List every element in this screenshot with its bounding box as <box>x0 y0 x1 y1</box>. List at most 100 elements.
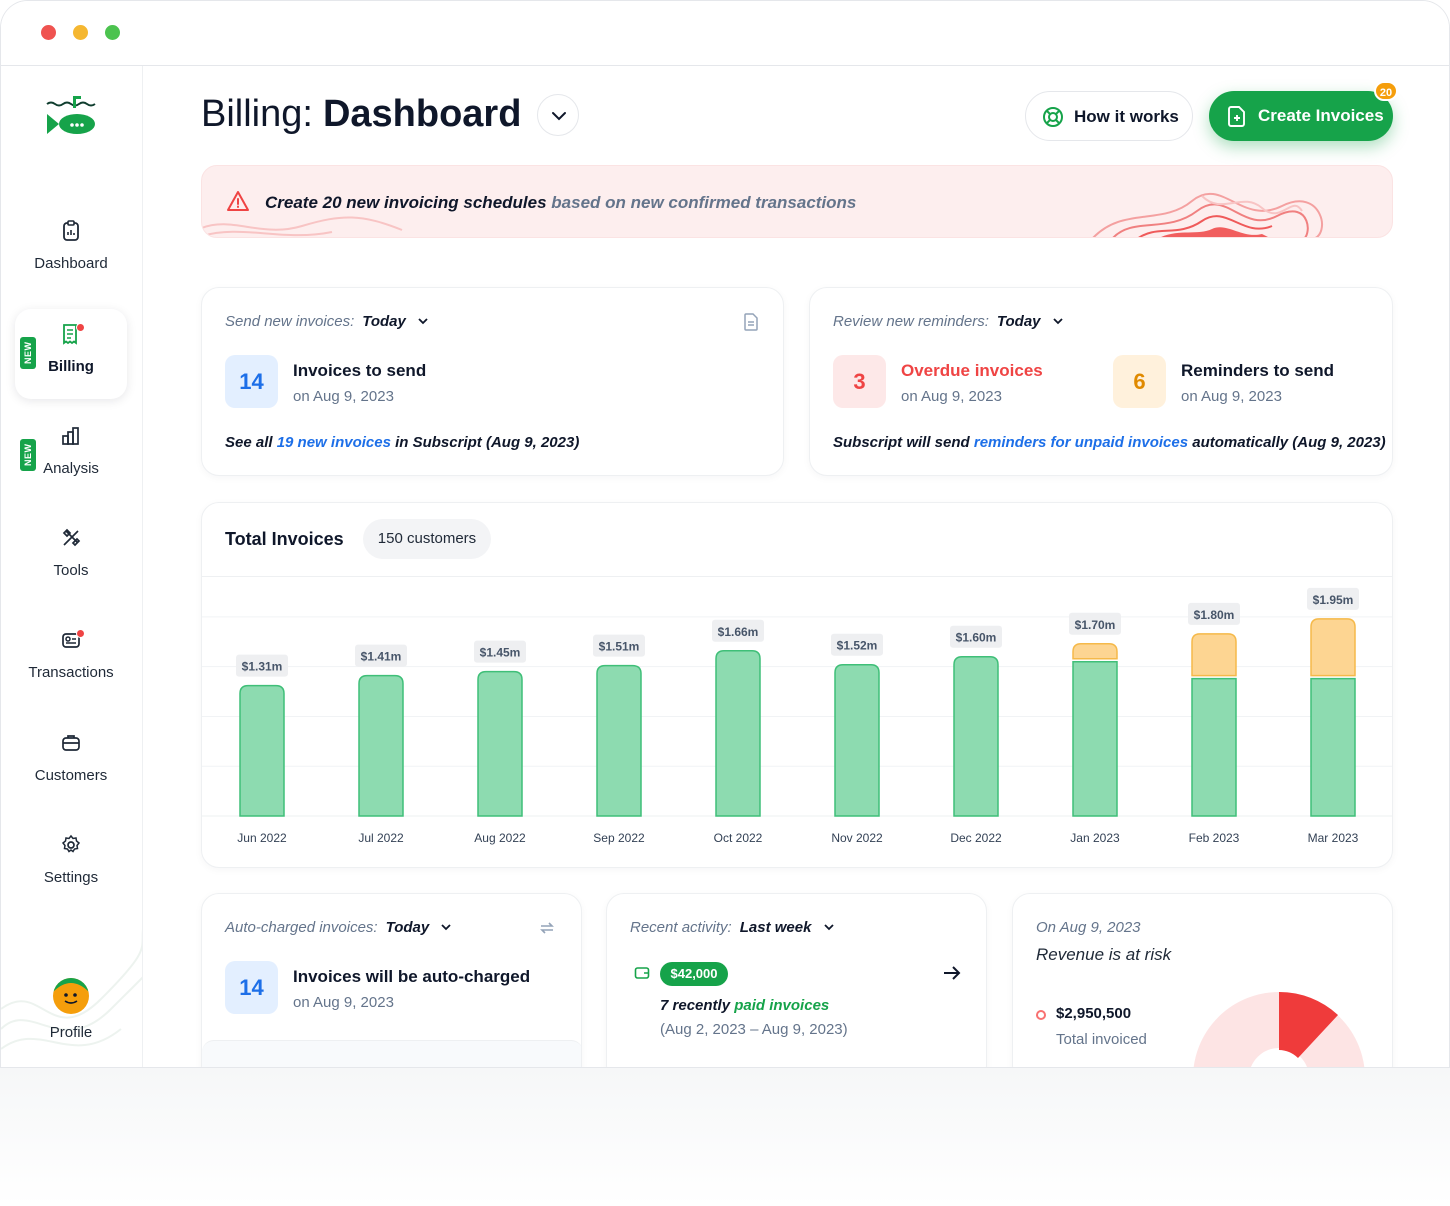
bar-pending <box>1072 643 1118 660</box>
paid-invoices-line: 7 recently paid invoices <box>660 997 829 1014</box>
alert-message: Create 20 new invoicing schedules based … <box>265 193 856 213</box>
chevron-down-icon <box>552 112 566 121</box>
data-label: $1.51m <box>599 640 640 654</box>
app-window: Dashboard NEW Billing NEW Analysis Tools… <box>0 0 1450 1068</box>
sidebar-item-transactions[interactable]: Transactions <box>15 615 127 705</box>
sidebar-item-dashboard[interactable]: Dashboard <box>15 206 127 296</box>
document-icon[interactable] <box>743 313 759 331</box>
create-invoices-label: Create Invoices <box>1258 106 1384 125</box>
sidebar-item-label: Dashboard <box>34 255 108 272</box>
refresh-icon[interactable] <box>538 919 556 937</box>
x-tick-label: Oct 2022 <box>714 831 763 845</box>
x-tick-label: Feb 2023 <box>1189 831 1240 845</box>
alert-banner[interactable]: Create 20 new invoicing schedules based … <box>201 165 1393 238</box>
reminders-date: on Aug 9, 2023 <box>1181 388 1282 405</box>
sidebar-item-tools[interactable]: Tools <box>15 513 127 603</box>
footer-text: in Subscript (Aug 9, 2023) <box>390 434 580 451</box>
filter-label: Recent activity: <box>630 919 732 936</box>
avatar-face-icon <box>53 978 89 1004</box>
data-label-bg <box>712 619 764 642</box>
unpaid-reminders-link[interactable]: reminders for unpaid invoices <box>973 434 1189 451</box>
x-tick-label: Mar 2023 <box>1308 831 1359 845</box>
arrow-right-icon[interactable] <box>942 964 962 982</box>
bar-paid <box>1072 660 1118 817</box>
overdue-count: 3 <box>833 355 886 408</box>
submarine-logo-icon[interactable] <box>41 94 101 139</box>
reminders-count: 6 <box>1113 355 1166 408</box>
data-label: $1.70m <box>1075 618 1116 632</box>
total-invoices-bar-chart: $1.31m Jun 2022 $1.41m Jul 2022 $1.45m Aug 20… <box>202 587 1392 845</box>
alert-message-rest: based on new confirmed transactions <box>546 193 857 212</box>
risk-date: On Aug 9, 2023 <box>1036 919 1141 936</box>
revenue-risk-card: On Aug 9, 2023 Revenue is at risk $2,950… <box>1012 893 1393 1067</box>
total-invoiced-amount: $2,950,500 <box>1056 1005 1132 1022</box>
close-window-button[interactable] <box>41 25 56 40</box>
footer-text: See all <box>225 434 277 451</box>
avatar[interactable] <box>53 978 89 1014</box>
window-titlebar <box>1 1 1449 66</box>
page-bottom-fade <box>0 1068 1450 1206</box>
create-invoices-button[interactable]: Create Invoices <box>1209 91 1393 141</box>
new-invoices-link[interactable]: 19 new invoices <box>276 434 391 451</box>
sidebar-item-profile[interactable]: Profile <box>49 1024 93 1041</box>
how-it-works-button[interactable]: How it works <box>1025 91 1193 141</box>
data-label-bg <box>950 625 1002 648</box>
x-tick-label: Dec 2022 <box>950 831 1002 845</box>
sidebar-item-customers[interactable]: Customers <box>15 718 127 808</box>
gear-icon <box>61 834 81 853</box>
lifebuoy-icon <box>1043 107 1063 127</box>
sidebar-item-analysis[interactable]: NEW Analysis <box>15 411 127 501</box>
data-label: $1.31m <box>242 660 283 674</box>
minimize-window-button[interactable] <box>73 25 88 40</box>
bar-paid <box>834 663 880 817</box>
bar-chart-icon <box>62 427 79 445</box>
total-invoices-card: Total Invoices 150 customers $1.31m Jun 2… <box>201 502 1393 868</box>
bar-paid <box>1310 677 1356 817</box>
chevron-down-icon <box>418 318 428 325</box>
send-invoices-card: Send new invoices: Today 14 Invoices to s… <box>201 287 784 476</box>
reminders-filter[interactable]: Review new reminders: Today <box>833 313 1065 330</box>
page-switcher-dropdown[interactable] <box>537 94 579 136</box>
data-label: $1.45m <box>480 646 521 660</box>
send-invoices-footer: See all 19 new invoices in Subscript (Au… <box>225 434 579 451</box>
sidebar-item-label: Analysis <box>43 460 99 477</box>
create-count-badge: 20 <box>1374 81 1398 101</box>
x-tick-label: Nov 2022 <box>831 831 883 845</box>
recent-activity-filter[interactable]: Recent activity: Last week <box>630 919 836 936</box>
data-label: $1.95m <box>1313 593 1354 607</box>
auto-charged-footer <box>202 1040 581 1067</box>
data-label-bg <box>355 644 407 667</box>
filter-label: Review new reminders: <box>833 313 989 330</box>
maximize-window-button[interactable] <box>105 25 120 40</box>
invoices-to-send-count: 14 <box>225 355 278 408</box>
chart-title: Total Invoices <box>225 529 344 549</box>
filter-label: Auto-charged invoices: <box>225 919 378 936</box>
send-invoices-filter[interactable]: Send new invoices: Today <box>225 313 430 330</box>
customers-chip[interactable]: 150 customers <box>363 519 491 559</box>
title-prefix: Billing: <box>201 93 313 135</box>
overdue-invoices-title[interactable]: Overdue invoices <box>901 361 1043 380</box>
bar-pending <box>1191 633 1237 677</box>
filter-value: Today <box>385 919 430 936</box>
sidebar-wave-decoration <box>1 928 142 1050</box>
risk-title: Revenue is at risk <box>1036 945 1172 964</box>
sidebar-item-billing[interactable]: NEW Billing <box>15 309 127 399</box>
data-label-bg <box>474 640 526 663</box>
invoices-to-send-title: Invoices to send <box>293 361 427 380</box>
sidebar-item-label: Settings <box>43 869 99 886</box>
activity-text: 7 recently <box>660 997 735 1014</box>
bar-paid <box>715 650 761 817</box>
data-label: $1.80m <box>1194 608 1235 622</box>
sidebar-item-label: Tools <box>53 562 89 579</box>
revenue-risk-donut-chart <box>1193 991 1365 1067</box>
bar-paid <box>1191 677 1237 817</box>
auto-charged-card: Auto-charged invoices: Today 14 Invoices … <box>201 893 582 1067</box>
alert-message-bold: Create 20 new invoicing schedules <box>265 193 547 212</box>
auto-charged-filter[interactable]: Auto-charged invoices: Today <box>225 919 453 936</box>
receipt-icon <box>63 324 77 345</box>
sidebar-item-settings[interactable]: Settings <box>15 820 127 910</box>
clipboard-icon <box>63 220 79 241</box>
paid-invoices-link[interactable]: paid invoices <box>734 997 830 1014</box>
briefcase-icon <box>62 735 80 751</box>
notification-dot <box>76 323 85 332</box>
